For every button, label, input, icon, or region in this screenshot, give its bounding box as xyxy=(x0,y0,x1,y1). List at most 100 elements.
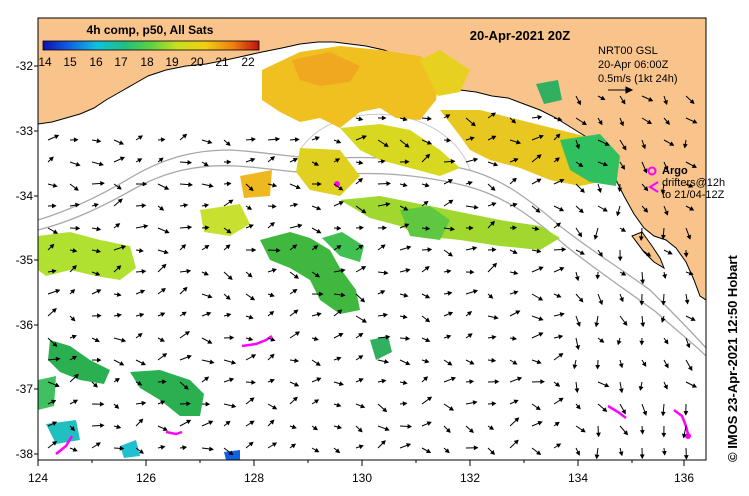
current-vector-head xyxy=(228,450,234,456)
current-vector-head xyxy=(162,379,167,385)
current-vector-head xyxy=(681,433,687,439)
current-vector-head xyxy=(231,359,237,365)
colorbar-tick: 20 xyxy=(190,55,204,69)
current-vector-head xyxy=(203,271,209,276)
current-vector-head xyxy=(426,421,432,426)
current-vector-head xyxy=(386,181,391,186)
gulf-coast xyxy=(631,231,666,270)
current-vector-head xyxy=(556,293,562,298)
current-vector-head xyxy=(425,448,432,454)
current-vector-head xyxy=(684,299,690,305)
current-vector-head xyxy=(54,134,60,140)
current-vector-head xyxy=(227,275,233,281)
current-vector-head xyxy=(663,384,668,390)
legend: Argo drifters@12h to 21/04-12Z xyxy=(647,165,725,201)
current-vector-head xyxy=(640,322,646,328)
current-vector-head xyxy=(427,247,433,253)
current-vector-head xyxy=(95,442,101,447)
current-vector-head xyxy=(641,361,647,367)
current-vector-head xyxy=(49,243,55,249)
current-vector-head xyxy=(604,141,610,146)
y-tick-label: -37 xyxy=(16,382,34,396)
current-vector-head xyxy=(360,297,366,303)
current-vector-head xyxy=(358,332,364,338)
current-vector-head xyxy=(160,444,166,450)
colorbar-tick: 21 xyxy=(215,55,229,69)
current-vector-head xyxy=(425,337,431,343)
current-vector-head xyxy=(661,234,666,240)
current-vector-head xyxy=(642,168,648,174)
current-vector-head xyxy=(576,100,581,106)
current-vector-head xyxy=(604,382,610,388)
current-vector-head xyxy=(384,426,390,431)
current-vector-head xyxy=(72,399,79,405)
current-vector-head xyxy=(406,245,412,251)
current-vector-head xyxy=(359,225,364,231)
current-vector-head xyxy=(336,245,342,250)
current-vector-head xyxy=(249,420,255,426)
current-vector-head xyxy=(116,424,122,430)
current-vector-head xyxy=(249,397,255,403)
current-vector-head xyxy=(292,157,299,163)
current-vector-head xyxy=(317,181,322,187)
current-vector-head xyxy=(269,419,275,425)
current-vector-head xyxy=(162,353,168,358)
current-vector-head xyxy=(225,141,231,147)
colorbar-tick: 17 xyxy=(114,55,128,69)
current-vector-head xyxy=(468,225,474,231)
current-vector-head xyxy=(137,381,143,386)
current-vector-head xyxy=(143,224,149,229)
current-vector-head xyxy=(70,288,76,294)
current-vector-head xyxy=(251,379,256,385)
current-vector-head xyxy=(663,339,669,345)
product-time: 20-Apr 06:00Z xyxy=(598,59,669,71)
current-vector-head xyxy=(664,363,669,369)
current-vector-head xyxy=(383,270,389,276)
current-vector-head xyxy=(617,187,623,193)
current-vector-head xyxy=(616,211,621,217)
current-vector-head xyxy=(182,445,188,451)
current-vector-head xyxy=(618,363,624,369)
current-vector-head xyxy=(665,119,671,126)
current-vector-head xyxy=(491,247,497,253)
current-vector-head xyxy=(574,388,580,394)
current-vector-head xyxy=(538,134,544,140)
current-vector-head xyxy=(160,137,166,143)
current-vector-head xyxy=(208,420,214,425)
current-vector-head xyxy=(183,384,189,390)
current-vector-head xyxy=(338,381,344,386)
current-vector-head xyxy=(446,137,452,143)
current-vector-head xyxy=(207,293,213,299)
current-vector-head xyxy=(246,205,253,210)
current-vector-head xyxy=(52,229,59,234)
current-vector-head xyxy=(361,266,367,271)
current-vector-head xyxy=(269,222,275,227)
current-vector-head xyxy=(71,334,77,340)
current-vector-head xyxy=(618,451,624,457)
current-vector-head xyxy=(209,359,215,365)
current-vector-head xyxy=(448,406,454,411)
current-vector-head xyxy=(336,356,342,362)
current-vector-head xyxy=(622,320,628,326)
current-vector-head xyxy=(623,430,629,436)
current-vector-head xyxy=(424,266,430,271)
current-vector-head xyxy=(158,157,164,163)
current-vector-head xyxy=(555,133,561,139)
current-vector-head xyxy=(538,316,544,321)
current-vector-head xyxy=(358,355,364,360)
current-vector-head xyxy=(141,203,147,209)
current-vector-head xyxy=(75,202,80,208)
current-vector-head xyxy=(690,316,696,321)
current-vector-head xyxy=(358,378,364,383)
current-vector-head xyxy=(162,426,168,431)
current-vector-head xyxy=(119,156,125,162)
current-vector-head xyxy=(382,407,388,413)
current-vector-head xyxy=(182,133,188,139)
current-vector-head xyxy=(491,334,497,340)
current-vector-head xyxy=(514,417,520,423)
current-vector-head xyxy=(380,244,386,249)
current-vector-head xyxy=(385,202,391,207)
current-vector-head xyxy=(473,204,479,210)
current-vector-head xyxy=(445,114,451,119)
current-vector-head xyxy=(229,335,235,341)
